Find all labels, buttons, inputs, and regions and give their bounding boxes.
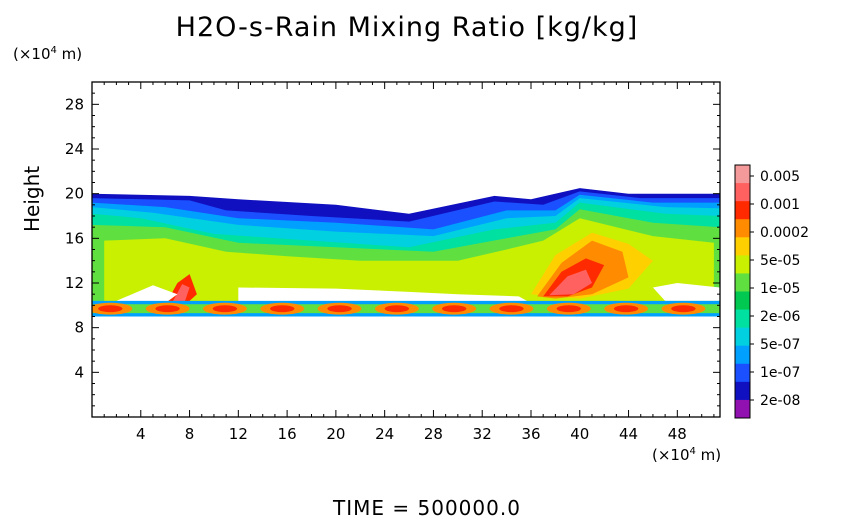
colorbar-swatch-6 (735, 273, 750, 292)
band-core-8 (556, 305, 581, 313)
colorbar-swatch-8 (735, 309, 750, 328)
colorbar-swatch-13 (735, 399, 750, 419)
colorbar-label-7: 1e-07 (760, 365, 800, 381)
x-tick-label-1: 8 (185, 425, 195, 443)
contour-layer-13 (172, 284, 190, 302)
band-core-5 (384, 305, 410, 313)
chart-title: H2O-s-Rain Mixing Ratio [kg/kg] (175, 12, 639, 43)
band-core-9 (613, 305, 639, 313)
colorbar-label-6: 5e-07 (760, 337, 800, 353)
x-axis-unit: (×104 m) (652, 446, 722, 464)
colorbar-swatch-11 (735, 363, 750, 383)
colorbar-swatch-3 (735, 219, 750, 238)
x-tick-label-3: 16 (278, 425, 297, 443)
y-tick-label-2: 12 (65, 274, 84, 292)
colorbar-label-1: 0.001 (760, 197, 800, 213)
band-core-1 (155, 305, 180, 313)
x-tick-label-6: 28 (424, 425, 443, 443)
colorbar-swatch-2 (735, 201, 750, 220)
colorbar-frame (734, 164, 751, 419)
colorbar-label-3: 5e-05 (760, 253, 800, 269)
colorbar-label-5: 2e-06 (760, 309, 800, 325)
x-tick-label-0: 4 (136, 425, 146, 443)
colorbar-swatch-1 (735, 183, 750, 202)
colorbar-swatch-12 (735, 381, 750, 401)
band-core-4 (327, 305, 352, 313)
x-tick-label-11: 48 (668, 425, 687, 443)
x-tick-label-7: 32 (473, 425, 492, 443)
colorbar-swatch-10 (735, 345, 750, 365)
x-tick-label-2: 12 (229, 425, 248, 443)
y-tick-label-6: 28 (65, 95, 84, 113)
time-label: TIME = 500000.0 (333, 496, 521, 520)
band-core-0 (98, 305, 123, 313)
contour-layer-11 (549, 269, 592, 296)
band-core-2 (212, 305, 238, 313)
x-tick-label-10: 44 (619, 425, 638, 443)
band-core-7 (499, 305, 524, 313)
colorbar-label-8: 2e-08 (760, 393, 800, 409)
colorbar-label-4: 1e-05 (760, 281, 800, 297)
band-core-10 (671, 305, 696, 313)
y-tick-label-4: 20 (65, 185, 84, 203)
y-tick-label-5: 24 (65, 140, 84, 158)
colorbar-swatch-4 (735, 237, 750, 256)
colorbar-swatch-9 (735, 327, 750, 347)
colorbar-swatch-0 (735, 165, 750, 184)
band-core-6 (441, 305, 467, 313)
y-tick-label-3: 16 (65, 229, 84, 247)
y-tick-label-1: 8 (74, 319, 84, 337)
field-gap-2 (652, 283, 720, 301)
colorbar-label-2: 0.0002 (760, 225, 809, 241)
band-core-3 (270, 305, 295, 313)
colorbar-label-0: 0.005 (760, 169, 800, 185)
y-tick-label-0: 4 (74, 363, 84, 381)
field-group (92, 188, 720, 317)
colorbar-swatch-5 (735, 255, 750, 274)
colorbar-swatch-7 (735, 291, 750, 310)
field-gap-1 (116, 285, 178, 304)
x-tick-label-5: 24 (375, 425, 394, 443)
x-tick-label-8: 36 (521, 425, 540, 443)
y-axis-unit: (×104 m) (13, 45, 83, 63)
x-tick-label-9: 40 (570, 425, 589, 443)
x-tick-label-4: 20 (326, 425, 345, 443)
